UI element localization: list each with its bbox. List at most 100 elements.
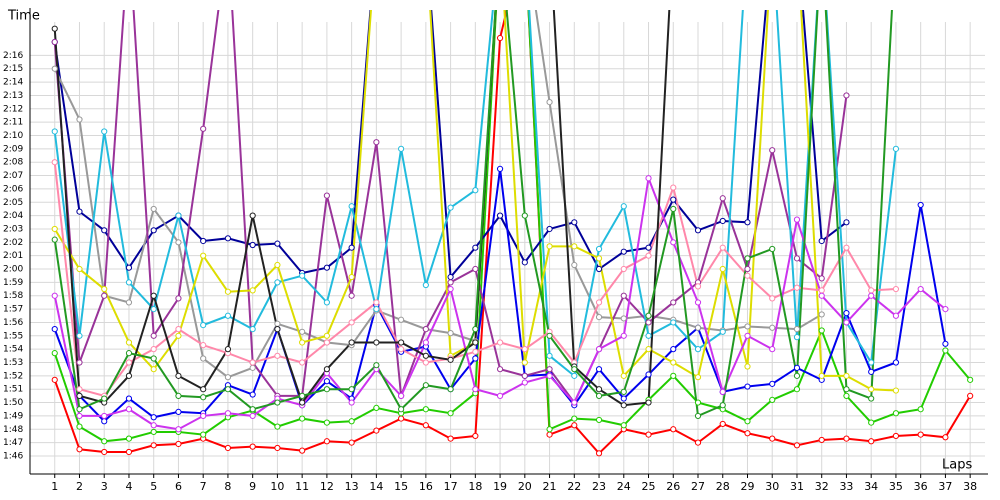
data-point bbox=[793, 364, 801, 371]
data-point bbox=[843, 219, 850, 226]
x-tick-label: 31 bbox=[790, 480, 804, 493]
data-point bbox=[793, 284, 801, 291]
data-point bbox=[200, 412, 207, 420]
data-point bbox=[868, 395, 875, 402]
data-point bbox=[101, 292, 108, 299]
data-point bbox=[323, 299, 330, 306]
data-point bbox=[595, 314, 603, 321]
data-point bbox=[769, 435, 776, 442]
data-point bbox=[793, 255, 801, 262]
data-point bbox=[719, 195, 726, 202]
x-tick-label: 15 bbox=[394, 480, 408, 493]
data-point bbox=[274, 352, 281, 359]
data-point bbox=[447, 204, 454, 211]
data-point bbox=[224, 288, 232, 295]
x-tick-label: 35 bbox=[889, 480, 903, 493]
data-point bbox=[694, 399, 702, 406]
y-tick-label: 2:13 bbox=[3, 91, 23, 101]
data-point bbox=[818, 327, 825, 334]
data-point bbox=[868, 292, 875, 299]
data-point bbox=[224, 444, 232, 452]
data-point bbox=[150, 332, 157, 339]
data-point bbox=[274, 240, 281, 247]
data-point bbox=[200, 355, 207, 362]
data-point bbox=[398, 406, 405, 413]
data-point bbox=[595, 265, 603, 273]
data-point bbox=[274, 444, 281, 452]
data-point bbox=[744, 323, 751, 330]
data-point bbox=[373, 305, 380, 313]
data-point bbox=[942, 340, 949, 347]
data-point bbox=[299, 328, 306, 335]
data-point bbox=[175, 408, 182, 416]
data-point bbox=[694, 324, 702, 331]
y-tick-label: 2:00 bbox=[3, 265, 23, 275]
data-point bbox=[274, 261, 281, 269]
data-point bbox=[670, 205, 677, 213]
data-point bbox=[51, 350, 58, 357]
data-point bbox=[101, 285, 108, 293]
data-point bbox=[76, 265, 83, 273]
data-point bbox=[620, 203, 627, 210]
data-point bbox=[694, 283, 702, 290]
data-point bbox=[125, 299, 133, 306]
data-point bbox=[868, 419, 875, 426]
y-tick-label: 1:52 bbox=[3, 371, 23, 381]
data-point bbox=[496, 165, 504, 172]
data-point bbox=[744, 430, 751, 437]
data-point bbox=[373, 139, 380, 146]
data-point bbox=[620, 372, 627, 379]
data-point bbox=[571, 261, 578, 269]
data-point bbox=[620, 388, 627, 395]
x-tick-label: 6 bbox=[175, 480, 182, 493]
data-point bbox=[101, 418, 108, 425]
y-tick-label: 2:15 bbox=[3, 64, 23, 74]
y-tick-label: 1:54 bbox=[3, 345, 23, 355]
data-point bbox=[868, 368, 875, 375]
data-point bbox=[496, 392, 504, 399]
data-point bbox=[694, 412, 702, 420]
data-point bbox=[200, 431, 207, 438]
data-point bbox=[447, 330, 454, 337]
data-point bbox=[521, 212, 528, 219]
data-point bbox=[101, 448, 108, 456]
data-point bbox=[101, 438, 108, 445]
y-tick-label: 1:51 bbox=[3, 385, 23, 395]
data-point bbox=[571, 422, 578, 429]
data-point bbox=[719, 217, 726, 225]
data-point bbox=[125, 435, 133, 442]
data-point bbox=[51, 376, 58, 383]
data-point bbox=[843, 386, 850, 393]
data-point bbox=[472, 432, 479, 440]
data-point bbox=[496, 366, 504, 373]
data-point bbox=[373, 299, 380, 306]
data-point bbox=[868, 359, 875, 366]
data-point bbox=[323, 264, 330, 271]
data-point bbox=[719, 328, 726, 335]
data-point bbox=[51, 128, 58, 135]
data-point bbox=[373, 362, 380, 369]
y-tick-label: 2:04 bbox=[3, 211, 23, 221]
data-point bbox=[76, 208, 83, 215]
data-point bbox=[496, 339, 504, 346]
data-point bbox=[249, 326, 256, 333]
y-tick-label: 1:55 bbox=[3, 331, 23, 341]
data-point bbox=[595, 366, 603, 373]
data-point bbox=[843, 319, 850, 326]
data-point bbox=[868, 287, 875, 294]
data-point bbox=[348, 244, 355, 251]
x-tick-label: 12 bbox=[320, 480, 334, 493]
data-point bbox=[694, 227, 702, 234]
x-tick-label: 2 bbox=[76, 480, 83, 493]
data-point bbox=[571, 372, 578, 379]
data-point bbox=[793, 372, 801, 379]
data-point bbox=[818, 237, 825, 245]
series-line bbox=[53, 10, 971, 443]
data-point bbox=[769, 245, 776, 253]
data-point bbox=[274, 423, 281, 430]
data-point bbox=[769, 346, 776, 353]
data-point bbox=[892, 387, 900, 394]
data-point bbox=[744, 219, 751, 226]
data-point bbox=[546, 426, 553, 433]
data-point bbox=[398, 339, 405, 346]
